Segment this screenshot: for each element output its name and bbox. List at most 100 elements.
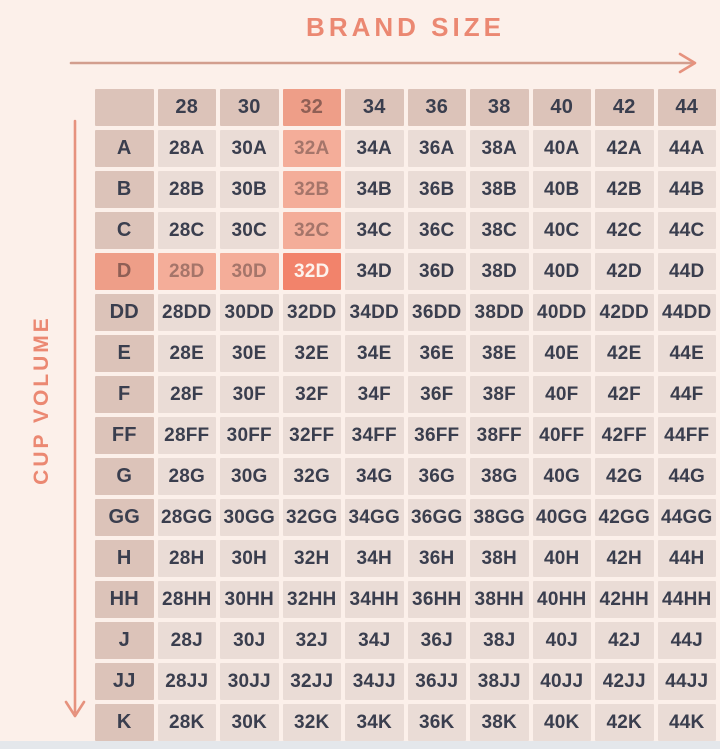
size-cell-40FF: 40FF — [532, 417, 591, 454]
size-cell-38A: 38A — [470, 130, 529, 167]
size-cell-34H: 34H — [345, 540, 404, 577]
size-cell-36JJ: 36JJ — [407, 663, 466, 700]
band-header-44: 44 — [657, 89, 716, 126]
cup-row-label-JJ: JJ — [95, 663, 154, 700]
size-cell-28D: 28D — [157, 253, 216, 290]
size-cell-40K: 40K — [532, 704, 591, 741]
size-cell-30D: 30D — [220, 253, 279, 290]
size-cell-32J: 32J — [282, 622, 341, 659]
cup-row-label-B: B — [95, 171, 154, 208]
size-cell-44E: 44E — [657, 335, 716, 372]
bottom-edge-strip — [0, 741, 720, 749]
size-cell-34K: 34K — [345, 704, 404, 741]
size-cell-38K: 38K — [470, 704, 529, 741]
size-cell-42GG: 42GG — [595, 499, 654, 536]
size-cell-30H: 30H — [220, 540, 279, 577]
grid-corner-cell — [95, 89, 154, 126]
size-cell-30E: 30E — [220, 335, 279, 372]
cup-row-label-D: D — [95, 253, 154, 290]
size-cell-40A: 40A — [532, 130, 591, 167]
cup-row-label-G: G — [95, 458, 154, 495]
size-cell-36DD: 36DD — [407, 294, 466, 331]
size-cell-38G: 38G — [470, 458, 529, 495]
size-cell-28H: 28H — [157, 540, 216, 577]
size-cell-44H: 44H — [657, 540, 716, 577]
size-cell-34F: 34F — [345, 376, 404, 413]
size-cell-36C: 36C — [407, 212, 466, 249]
size-cell-32F: 32F — [282, 376, 341, 413]
size-cell-36A: 36A — [407, 130, 466, 167]
size-cell-32FF: 32FF — [282, 417, 341, 454]
size-cell-44JJ: 44JJ — [657, 663, 716, 700]
size-cell-40H: 40H — [532, 540, 591, 577]
size-cell-28GG: 28GG — [157, 499, 216, 536]
size-cell-38FF: 38FF — [470, 417, 529, 454]
size-cell-42JJ: 42JJ — [595, 663, 654, 700]
size-cell-36J: 36J — [407, 622, 466, 659]
size-cell-44A: 44A — [657, 130, 716, 167]
size-cell-28JJ: 28JJ — [157, 663, 216, 700]
size-cell-34D: 34D — [345, 253, 404, 290]
size-cell-42H: 42H — [595, 540, 654, 577]
size-cell-42DD: 42DD — [595, 294, 654, 331]
size-cell-32DD: 32DD — [282, 294, 341, 331]
cup-row-label-FF: FF — [95, 417, 154, 454]
size-cell-28J: 28J — [157, 622, 216, 659]
size-cell-34HH: 34HH — [345, 581, 404, 618]
size-cell-34DD: 34DD — [345, 294, 404, 331]
size-cell-42G: 42G — [595, 458, 654, 495]
size-cell-28B: 28B — [157, 171, 216, 208]
size-cell-44FF: 44FF — [657, 417, 716, 454]
band-header-32: 32 — [282, 89, 341, 126]
size-cell-32HH: 32HH — [282, 581, 341, 618]
cup-row-label-A: A — [95, 130, 154, 167]
cup-row-label-K: K — [95, 704, 154, 741]
size-cell-34GG: 34GG — [345, 499, 404, 536]
size-cell-32B: 32B — [282, 171, 341, 208]
size-cell-40D: 40D — [532, 253, 591, 290]
size-cell-34E: 34E — [345, 335, 404, 372]
size-cell-40B: 40B — [532, 171, 591, 208]
size-grid: 28 30 32 34 36 38 40 42 44 A 28A 30A 32A 34A 36A 38A 40A… — [95, 89, 716, 741]
size-cell-40E: 40E — [532, 335, 591, 372]
size-cell-28FF: 28FF — [157, 417, 216, 454]
size-cell-36G: 36G — [407, 458, 466, 495]
size-cell-28HH: 28HH — [157, 581, 216, 618]
size-cell-36H: 36H — [407, 540, 466, 577]
cup-row-label-HH: HH — [95, 581, 154, 618]
size-cell-32JJ: 32JJ — [282, 663, 341, 700]
size-cell-42C: 42C — [595, 212, 654, 249]
size-cell-28K: 28K — [157, 704, 216, 741]
size-cell-44B: 44B — [657, 171, 716, 208]
size-cell-44G: 44G — [657, 458, 716, 495]
cup-row-label-E: E — [95, 335, 154, 372]
size-cell-30A: 30A — [220, 130, 279, 167]
size-cell-42F: 42F — [595, 376, 654, 413]
size-cell-36B: 36B — [407, 171, 466, 208]
size-cell-34JJ: 34JJ — [345, 663, 404, 700]
size-cell-44K: 44K — [657, 704, 716, 741]
size-cell-34C: 34C — [345, 212, 404, 249]
size-cell-42A: 42A — [595, 130, 654, 167]
size-cell-34A: 34A — [345, 130, 404, 167]
size-cell-30B: 30B — [220, 171, 279, 208]
size-cell-38GG: 38GG — [470, 499, 529, 536]
size-cell-38JJ: 38JJ — [470, 663, 529, 700]
size-cell-42D: 42D — [595, 253, 654, 290]
cup-volume-arrow-icon — [64, 119, 86, 718]
band-header-36: 36 — [407, 89, 466, 126]
size-cell-32D: 32D — [282, 253, 341, 290]
size-cell-30G: 30G — [220, 458, 279, 495]
size-cell-36HH: 36HH — [407, 581, 466, 618]
size-cell-36GG: 36GG — [407, 499, 466, 536]
size-cell-34J: 34J — [345, 622, 404, 659]
size-cell-42K: 42K — [595, 704, 654, 741]
size-cell-30HH: 30HH — [220, 581, 279, 618]
size-cell-38D: 38D — [470, 253, 529, 290]
size-cell-42B: 42B — [595, 171, 654, 208]
size-cell-40DD: 40DD — [532, 294, 591, 331]
band-header-38: 38 — [470, 89, 529, 126]
size-cell-40G: 40G — [532, 458, 591, 495]
size-cell-44D: 44D — [657, 253, 716, 290]
size-cell-40F: 40F — [532, 376, 591, 413]
